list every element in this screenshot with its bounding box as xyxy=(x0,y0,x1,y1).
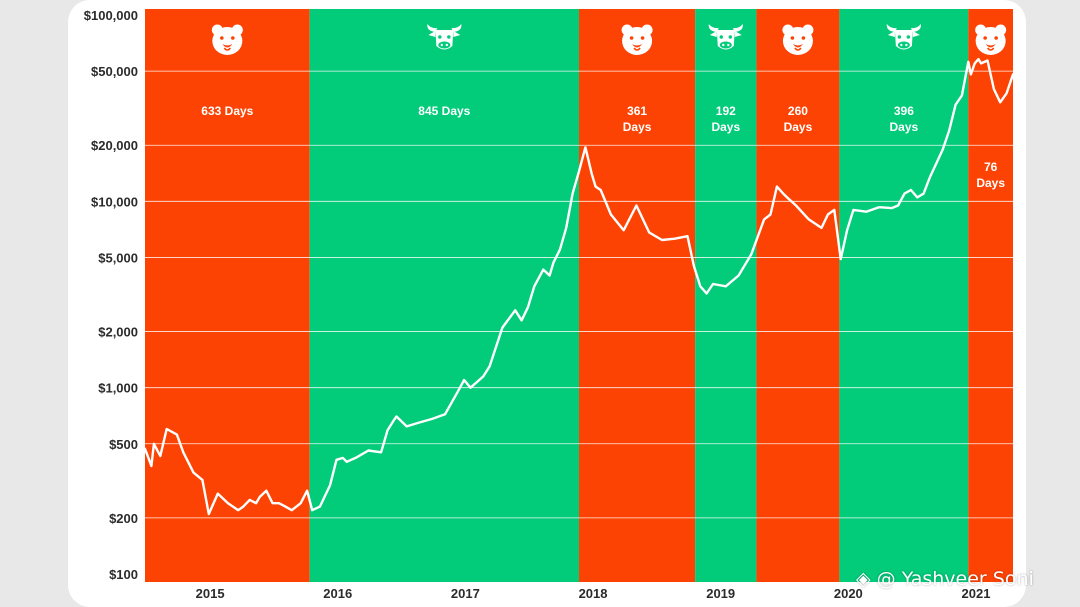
period-duration-label: 260 xyxy=(788,104,808,118)
y-tick-label: $200 xyxy=(109,511,138,526)
x-tick-label: 2017 xyxy=(451,586,480,601)
y-tick-label: $100 xyxy=(109,567,138,582)
y-axis: $100 $200 $500 $1,000 $2,000 $5,000 $10,000 $20… xyxy=(84,8,138,582)
price-series xyxy=(143,57,1015,516)
period-duration-label: 633 Days xyxy=(201,104,253,118)
period-duration-label: 76 xyxy=(984,160,998,174)
y-tick-label: $100,000 xyxy=(84,8,138,23)
bull-head-icon xyxy=(708,24,743,50)
bull-period-band xyxy=(839,9,969,582)
bear-period-band xyxy=(579,9,696,582)
bear-face-icon xyxy=(211,24,243,55)
y-tick-label: $20,000 xyxy=(91,138,138,153)
period-duration-label: Days xyxy=(890,120,919,134)
period-duration-label: 845 Days xyxy=(418,104,470,118)
watermark-text: @ Yashveer Soni xyxy=(876,568,1034,590)
y-tick-label: $1,000 xyxy=(98,381,138,396)
x-axis: 2015 2016 2017 2018 2019 2020 2021 xyxy=(196,586,991,601)
bear-face-icon xyxy=(621,24,653,55)
binance-logo-icon: ◈ xyxy=(856,568,871,590)
x-tick-label: 2016 xyxy=(323,586,352,601)
period-labels: 633 Days 845 Days 361 Days 192 Days 260 Days 396… xyxy=(201,104,1005,190)
watermark: ◈ @ Yashveer Soni xyxy=(856,568,1034,590)
grid-lines xyxy=(145,70,1013,519)
period-icons xyxy=(211,24,1007,55)
bear-face-icon xyxy=(975,24,1007,55)
x-tick-label: 2018 xyxy=(579,586,608,601)
x-tick-label: 2015 xyxy=(196,586,225,601)
period-bands xyxy=(145,9,1013,582)
bull-head-icon xyxy=(427,24,462,50)
bull-period-band xyxy=(695,9,757,582)
y-tick-label: $2,000 xyxy=(98,325,138,340)
bull-period-band xyxy=(309,9,579,582)
y-tick-label: $500 xyxy=(109,437,138,452)
bull-head-icon xyxy=(886,24,921,50)
y-tick-label: $50,000 xyxy=(91,64,138,79)
x-tick-label: 2020 xyxy=(834,586,863,601)
x-tick-label: 2021 xyxy=(962,586,991,601)
period-duration-label: Days xyxy=(711,120,740,134)
period-duration-label: 396 xyxy=(894,104,914,118)
period-duration-label: Days xyxy=(784,120,813,134)
bear-period-band xyxy=(968,9,1013,582)
price-line xyxy=(143,57,1015,516)
bear-period-band xyxy=(756,9,840,582)
period-duration-label: 192 xyxy=(716,104,736,118)
period-duration-label: Days xyxy=(976,176,1005,190)
x-tick-label: 2019 xyxy=(706,586,735,601)
y-tick-label: $10,000 xyxy=(91,194,138,209)
bear-face-icon xyxy=(782,24,814,55)
y-tick-label: $5,000 xyxy=(98,250,138,265)
period-duration-label: 361 xyxy=(627,104,647,118)
period-duration-label: Days xyxy=(623,120,652,134)
bear-period-band xyxy=(145,9,310,582)
